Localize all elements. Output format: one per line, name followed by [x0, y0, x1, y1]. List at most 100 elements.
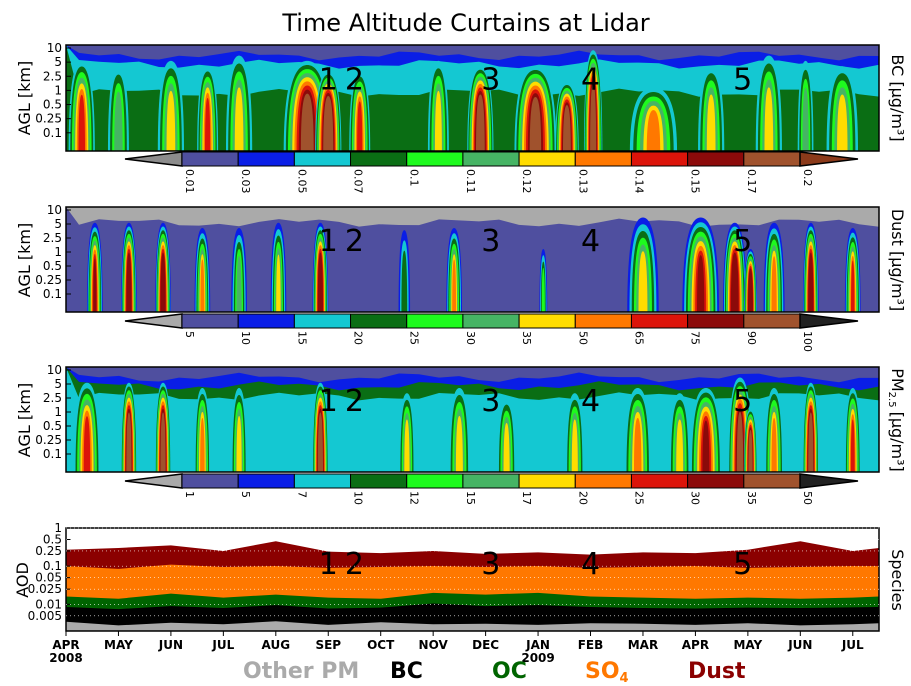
- pm-plume-6-level-4: [404, 419, 410, 472]
- pm-colorbar-tick-label: 17: [520, 491, 533, 505]
- legend-oc: OC: [492, 659, 527, 684]
- aod-event-label-1: 1: [319, 547, 338, 582]
- dust-ytick-label: 0.5: [43, 259, 62, 273]
- month-label: AUG: [262, 638, 291, 652]
- year-label: 2009: [521, 651, 554, 665]
- month-label: FEB: [578, 638, 604, 652]
- bc-plume-0-level-6: [78, 94, 86, 151]
- bc-plume-13-level-5: [646, 110, 661, 151]
- pm-colorbar-tick-label: 20: [576, 491, 589, 505]
- pm25-right-label-unit: [μg/m³]: [888, 412, 907, 472]
- year-label: 2008: [49, 651, 82, 665]
- pm-plume-11-level-4: [676, 419, 684, 472]
- dust-colorbar-tick-label: 15: [295, 331, 308, 345]
- dust-colorbar-swatch: [350, 313, 408, 329]
- pm-plume-3-level-5: [200, 418, 205, 472]
- dust-plume-12-level-10: [732, 259, 737, 312]
- aod-ylabel: AOD: [13, 562, 32, 598]
- pm-plume-10-level-5: [633, 418, 642, 472]
- month-label: MAR: [628, 638, 658, 652]
- dust-plume-4-level-4: [236, 256, 242, 312]
- bc-plume-8-level-4: [434, 90, 442, 151]
- aod-ytick-label: 0.05: [35, 571, 62, 585]
- pm-colorbar-tick-label: 1: [183, 491, 196, 498]
- bc-colorbar-tick-label: 0.14: [632, 169, 645, 194]
- dust-plume-6-level-10: [319, 259, 322, 312]
- bc-colorbar-low-cap: [124, 151, 183, 167]
- bc-colorbar-tick-label: 0.13: [576, 169, 589, 194]
- aod-ytick-label: 1: [54, 521, 62, 535]
- pm-colorbar-tick-label: 7: [295, 491, 308, 498]
- month-label: MAY: [733, 638, 762, 652]
- dust-colorbar-tick-label: 75: [689, 331, 702, 345]
- bc-colorbar-swatch: [350, 151, 408, 167]
- dust-colorbar-swatch: [181, 313, 239, 329]
- pm-colorbar-swatch: [181, 473, 239, 489]
- bc-plume-6-level-11: [326, 105, 331, 151]
- dust-plume-13-level-11: [749, 275, 752, 312]
- bc-colorbar-swatch: [518, 151, 576, 167]
- bc-colorbar: 0.01 0.03 0.05 0.07 0.1 0.11 0.12 0.13 0.14 0.15 0…: [124, 151, 859, 194]
- bc-colorbar-swatch: [574, 151, 632, 167]
- dust-colorbar-high-cap: [799, 313, 859, 329]
- dust-plume-9-level-3: [541, 267, 545, 312]
- month-label: APR: [52, 638, 79, 652]
- pm-event-label-4: 4: [581, 384, 600, 419]
- dust-colorbar-tick-label: 50: [576, 331, 589, 345]
- pm-plume-7-level-4: [455, 416, 463, 472]
- dust-event-label-4: 4: [581, 224, 600, 259]
- bc-colorbar-swatch: [462, 151, 520, 167]
- pm-ytick-label: 0.1: [43, 447, 62, 461]
- month-label: JUL: [211, 638, 234, 652]
- dust-plume-5-level-5: [276, 254, 281, 312]
- aod-area-other_pm: [66, 621, 879, 631]
- month-label: OCT: [367, 638, 395, 652]
- pm-plume-14-level-10: [749, 435, 752, 472]
- bc-plume-7-level-6: [357, 101, 363, 151]
- time-axis: APR MAY JUN JUL AUG SEP OCT NOV DEC JAN FEB MAR APR M…: [49, 631, 864, 665]
- dust-colorbar-tick-label: 25: [408, 331, 421, 345]
- legend-so4-main: SO: [585, 659, 620, 684]
- aod-areas: [66, 541, 879, 631]
- pm-ytick-label: 1: [54, 405, 62, 419]
- dust-plume-8-level-6: [452, 259, 457, 312]
- pm25-plumes: [66, 367, 879, 472]
- bc-plume-12-level-10: [591, 92, 595, 151]
- pm-colorbar-tick-label: 12: [408, 491, 421, 505]
- dust-event-label-5: 5: [733, 224, 752, 259]
- bc-colorbar-swatch: [237, 151, 295, 167]
- aod-event-label-5: 5: [733, 547, 752, 582]
- dust-colorbar-swatch: [237, 313, 295, 329]
- dust-colorbar: 5 10 15 20 25 30 35 50 65 75 90 100: [124, 313, 859, 352]
- month-label: JUL: [841, 638, 864, 652]
- bc-colorbar-tick-label: 0.03: [239, 169, 252, 194]
- dust-colorbar-swatch: [462, 313, 520, 329]
- aod-ytick-label: 0.25: [35, 544, 62, 558]
- chart-title: Time Altitude Curtains at Lidar: [281, 9, 649, 37]
- legend-dust: Dust: [688, 659, 746, 684]
- month-label: DEC: [472, 638, 499, 652]
- aod-ytick-label: 0.005: [28, 609, 62, 623]
- aod-ytick-label: 0.025: [28, 582, 62, 596]
- pm-ytick-label: 2.5: [43, 391, 62, 405]
- dust-colorbar-swatch: [293, 313, 352, 329]
- bc-upper-band-2: [66, 45, 879, 61]
- month-label: APR: [682, 638, 709, 652]
- bc-ytick-label: 0.5: [43, 98, 62, 112]
- dust-colorbar-tick-label: 5: [183, 331, 196, 338]
- dust-ytick-label: 5: [54, 217, 62, 231]
- pm25-ylabel: AGL [km]: [15, 383, 34, 457]
- bc-plume-10-level-9: [531, 100, 540, 151]
- bc-colorbar-high-cap: [799, 151, 859, 167]
- pm-colorbar-swatch: [237, 473, 295, 489]
- dust-plume-16-level-7: [851, 260, 855, 312]
- pm-plume-13-level-9: [737, 416, 743, 472]
- bc-colorbar-swatch: [630, 151, 689, 167]
- pm-colorbar-tick-label: 30: [689, 491, 702, 505]
- pm-colorbar-swatch: [350, 473, 408, 489]
- bc-plume-17-level-4: [837, 94, 848, 151]
